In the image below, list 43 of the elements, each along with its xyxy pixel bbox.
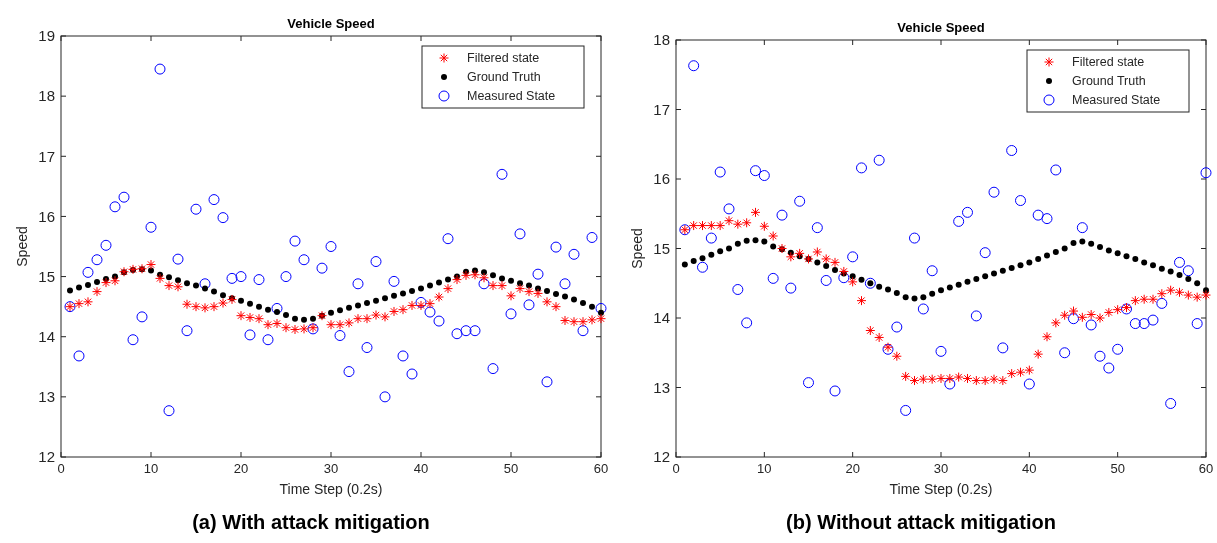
x-tick-label: 10 [757, 461, 772, 476]
x-tick-label: 0 [672, 461, 680, 476]
x-tick-label: 0 [57, 461, 65, 476]
y-tick-label: 13 [38, 388, 55, 406]
y-tick-label: 16 [653, 170, 670, 188]
x-axis-title: Time Step (0.2s) [889, 481, 993, 497]
y-tick-label: 14 [38, 327, 55, 345]
x-tick-label: 20 [233, 461, 249, 476]
y-tick-label: 16 [38, 207, 55, 225]
x-tick-label: 30 [933, 461, 949, 476]
chart-title: Vehicle Speed [897, 20, 985, 35]
x-tick-label: 60 [593, 461, 609, 476]
y-tick-label: 18 [38, 87, 55, 105]
y-tick-label: 12 [38, 448, 55, 466]
y-axis-title: Speed [14, 226, 30, 267]
x-tick-label: 50 [503, 461, 519, 476]
y-tick-label: 15 [38, 267, 55, 285]
legend-label: Measured State [467, 89, 556, 104]
x-tick-label: 10 [143, 461, 159, 476]
legend-label: Measured State [1072, 93, 1161, 108]
y-tick-label: 17 [38, 147, 55, 165]
y-axis-title: Speed [629, 228, 645, 269]
y-tick-label: 12 [653, 448, 670, 466]
x-tick-label: 40 [1022, 461, 1037, 476]
x-tick-label: 20 [845, 461, 860, 476]
x-tick-label: 40 [413, 461, 429, 476]
legend-label: Ground Truth [467, 70, 541, 85]
text: (a) With attack mitigation [192, 511, 430, 533]
y-tick-label: 15 [653, 239, 670, 257]
y-tick-label: 18 [653, 31, 670, 49]
text: (b) Without attack mitigation [786, 511, 1056, 533]
y-tick-label: 19 [38, 27, 55, 45]
x-axis-title: Time Step (0.2s) [279, 481, 383, 497]
y-tick-label: 13 [653, 378, 670, 396]
y-tick-label: 14 [653, 309, 670, 327]
x-tick-label: 60 [1198, 461, 1214, 476]
x-tick-label: 50 [1110, 461, 1125, 476]
legend-label: Ground Truth [1072, 74, 1146, 89]
legend-label: Filtered state [467, 51, 540, 66]
y-tick-label: 17 [653, 100, 670, 118]
legend-label: Filtered state [1072, 55, 1145, 70]
x-tick-label: 30 [323, 461, 339, 476]
chart-title: Vehicle Speed [287, 16, 375, 31]
